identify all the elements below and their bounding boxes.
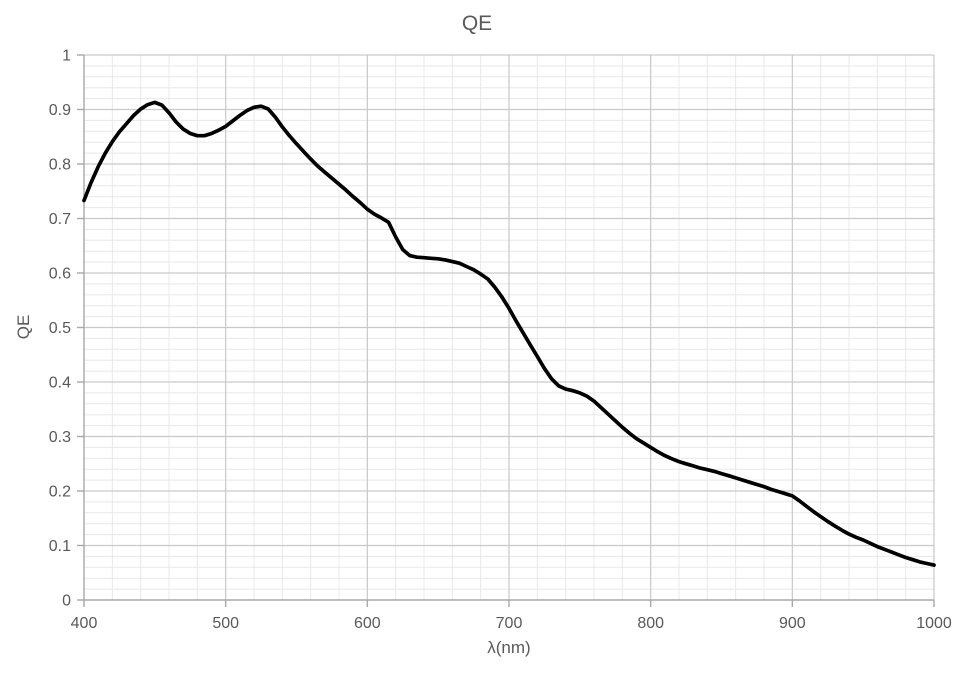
y-tick-labels: 0 0.1 0.2 0.3 0.4 0.5 0.6 0.7 0.8 0.9 1 <box>49 48 71 610</box>
y-tick-label: 0.8 <box>49 157 71 174</box>
x-tick-label: 400 <box>71 615 98 632</box>
y-tick-label: 0.1 <box>49 538 71 555</box>
y-axis-title: QE <box>14 314 33 340</box>
x-tick-label: 800 <box>637 615 664 632</box>
y-tick-label: 0.3 <box>49 429 71 446</box>
x-axis-title: λ(nm) <box>487 638 531 657</box>
y-tick-label: 0 <box>62 593 71 610</box>
y-tick-label: 0.5 <box>49 320 71 337</box>
y-tick-label: 0.7 <box>49 211 71 228</box>
y-tick-label: 0.6 <box>49 266 71 283</box>
x-tick-labels: 400 500 600 700 800 900 1000 <box>71 615 952 632</box>
y-tick-label: 0.4 <box>49 375 71 392</box>
y-tick-label: 1 <box>62 48 71 65</box>
chart-title: QE <box>461 12 493 35</box>
gridlines-major <box>84 54 935 600</box>
x-tick-label: 600 <box>354 615 381 632</box>
x-tick-label: 500 <box>212 615 239 632</box>
y-tick-label: 0.2 <box>49 484 71 501</box>
axes <box>77 54 935 607</box>
x-tick-label: 1000 <box>916 615 952 632</box>
x-tick-label: 900 <box>779 615 806 632</box>
x-tick-label: 700 <box>496 615 523 632</box>
qe-curve <box>82 100 936 567</box>
y-tick-label: 0.9 <box>49 102 71 119</box>
